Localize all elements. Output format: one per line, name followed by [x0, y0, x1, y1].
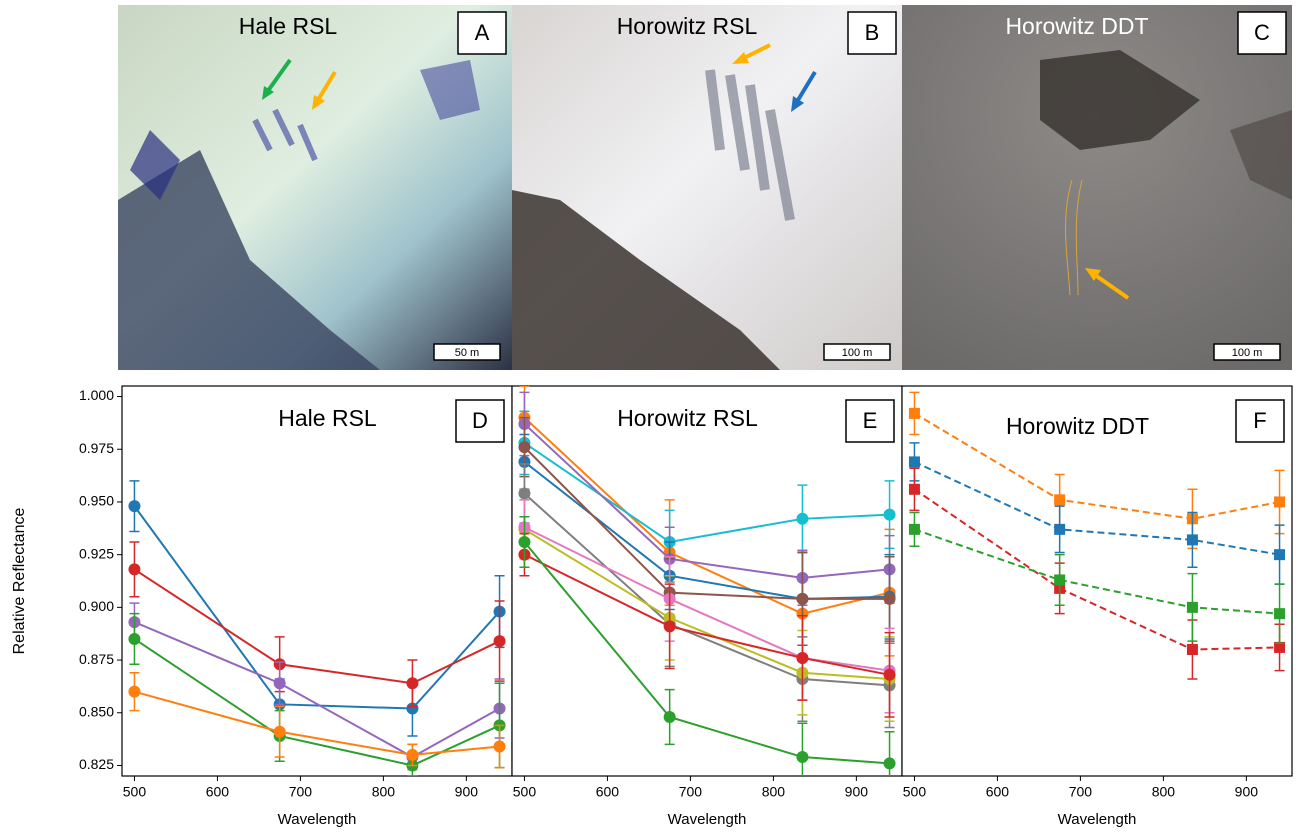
y-tick-label: 0.875	[79, 651, 114, 667]
x-tick-label: 600	[206, 784, 230, 800]
marker	[1054, 524, 1065, 535]
marker	[494, 740, 506, 752]
x-tick-label: 600	[596, 784, 620, 800]
panel-title: Hale RSL	[239, 13, 338, 39]
chart: 500 600 700 800 900 0.825 0.850 0.875 0.900 0.925…	[11, 386, 512, 828]
marker	[1187, 534, 1198, 545]
marker	[128, 633, 140, 645]
marker	[1054, 574, 1065, 585]
marker	[274, 726, 286, 738]
image-c	[902, 5, 1292, 370]
x-tick-label: 700	[289, 784, 313, 800]
y-tick-label: 0.900	[79, 598, 114, 614]
marker	[494, 635, 506, 647]
marker	[518, 536, 530, 548]
figure: Hale RSL A 50 m Horowitz RSL B 100 m Horowitz …	[0, 0, 1298, 830]
chart: 500 600 700 800 900 Wavelength Horowitz RSL E	[512, 386, 902, 828]
plot-frame	[122, 386, 512, 776]
marker	[1187, 602, 1198, 613]
image-b	[512, 5, 902, 370]
marker	[884, 593, 896, 605]
marker	[796, 593, 808, 605]
marker	[884, 669, 896, 681]
marker	[1187, 644, 1198, 655]
y-tick-label: 0.850	[79, 703, 114, 719]
marker	[909, 484, 920, 495]
x-tick-label: 800	[762, 784, 786, 800]
y-tick-label: 0.975	[79, 440, 114, 456]
chart-title: Horowitz RSL	[617, 405, 758, 431]
plot-frame	[902, 386, 1292, 776]
x-tick-label: 900	[845, 784, 869, 800]
panel-letter: B	[865, 20, 880, 45]
x-tick-label: 800	[1152, 784, 1176, 800]
marker	[909, 408, 920, 419]
x-tick-label: 500	[513, 784, 537, 800]
marker	[664, 711, 676, 723]
marker	[884, 757, 896, 769]
x-tick-label: 700	[679, 784, 703, 800]
y-tick-label: 0.825	[79, 756, 114, 772]
scale-label: 100 m	[1232, 347, 1263, 359]
marker	[1274, 608, 1285, 619]
x-tick-label: 600	[986, 784, 1010, 800]
panel-letter: F	[1253, 408, 1266, 433]
image-a	[118, 5, 512, 370]
marker	[406, 677, 418, 689]
marker	[796, 751, 808, 763]
chart: 500 600 700 800 900 Wavelength Horowitz DDT F	[902, 386, 1292, 828]
chart-title: Hale RSL	[278, 405, 377, 431]
x-tick-label: 500	[123, 784, 147, 800]
marker	[664, 620, 676, 632]
y-axis-label: Relative Reflectance	[11, 508, 28, 655]
panel-title: Horowitz RSL	[617, 13, 758, 39]
marker	[128, 563, 140, 575]
marker	[909, 456, 920, 467]
marker	[796, 652, 808, 664]
panel-letter: C	[1254, 20, 1270, 45]
marker	[128, 500, 140, 512]
chart-title: Horowitz DDT	[1006, 413, 1149, 439]
marker	[1274, 549, 1285, 560]
x-tick-label: 700	[1069, 784, 1093, 800]
x-tick-label: 500	[903, 784, 927, 800]
scale-label: 50 m	[455, 347, 479, 359]
marker	[518, 441, 530, 453]
marker	[796, 513, 808, 525]
x-axis-label: Wavelength	[278, 811, 357, 828]
marker	[128, 686, 140, 698]
y-tick-label: 0.950	[79, 493, 114, 509]
marker	[1054, 494, 1065, 505]
x-axis-label: Wavelength	[668, 811, 747, 828]
marker	[274, 677, 286, 689]
y-tick-label: 1.000	[79, 387, 114, 403]
y-tick-label: 0.925	[79, 545, 114, 561]
x-axis-label: Wavelength	[1058, 811, 1137, 828]
marker	[406, 749, 418, 761]
x-tick-label: 800	[372, 784, 396, 800]
marker	[1274, 496, 1285, 507]
marker	[909, 524, 920, 535]
x-tick-label: 900	[1235, 784, 1259, 800]
marker	[884, 509, 896, 521]
panel-title: Horowitz DDT	[1005, 13, 1148, 39]
plot-frame	[512, 386, 902, 776]
x-tick-label: 900	[455, 784, 479, 800]
panel-letter: D	[472, 408, 488, 433]
panel-letter: E	[863, 408, 878, 433]
panel-letter: A	[475, 20, 490, 45]
marker	[518, 488, 530, 500]
scale-label: 100 m	[842, 347, 873, 359]
